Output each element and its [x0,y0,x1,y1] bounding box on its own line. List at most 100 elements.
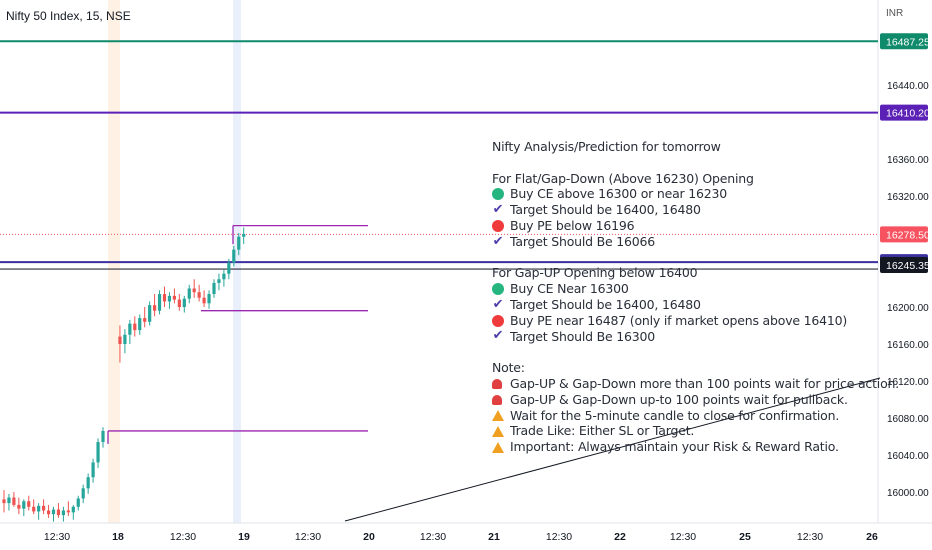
note-item: Buy PE near 16487 (only if market opens … [492,313,872,329]
note-item: ✔ Target Should be 16400, 16480 [492,297,872,313]
candle-body [138,318,142,331]
check-icon: ✔ [492,233,504,249]
flat-gapdown-title: For Flat/Gap-Down (Above 16230) Opening [492,170,754,186]
trend-line[interactable] [344,377,881,522]
green-circle-icon [492,283,504,296]
check-icon: ✔ [492,202,504,218]
candle-body [27,501,31,507]
candle-body [232,249,236,263]
warning-icon [492,441,504,453]
candle-body [123,334,127,344]
candle-body [76,498,80,507]
candle-body [182,298,186,307]
time-tick-label: 12:30 [797,531,823,543]
note-item-text: Target Should Be 16300 [510,328,656,344]
currency-label: INR [886,8,904,19]
analysis-note[interactable]: Nifty Analysis/Prediction for tomorrow F… [492,139,899,455]
note-item-text: Gap-UP & Gap-Down up-to 100 points wait … [510,391,848,407]
candle-body [12,497,16,505]
price-badge [880,104,928,121]
price-tick-label: 16080.00 [887,414,929,425]
chart-title: Nifty 50 Index, 15, NSE [6,9,131,23]
candle-body [187,288,191,299]
price-badge-label: 16245.35 [886,260,930,272]
price-tick-label: 16160.00 [887,340,929,351]
note-item-text: Buy PE below 16196 [510,217,635,233]
candle-body [177,299,181,307]
note-item-text: Target Should be 16400, 16480 [510,202,701,218]
candle-body [202,297,206,304]
bell-icon [492,394,502,405]
candle-body [197,292,201,298]
candle-body [71,506,75,513]
red-circle-icon [492,219,504,232]
candle-body [212,282,216,295]
note-item-text: Gap-UP & Gap-Down more than 100 points w… [510,375,900,391]
candle-body [32,506,36,512]
candle-body [143,318,147,322]
candle-body [51,509,56,515]
note-item-text: Trade Like: Either SL or Target. [510,423,695,439]
note-item: Buy CE above 16300 or near 16230 [492,186,872,202]
time-tick-label: 12:30 [670,531,696,543]
time-tick-label: 12:30 [44,531,70,543]
symbol-label: Nifty 50 Index, 15, NSE [6,9,131,23]
note-item: ✔ Target Should Be 16300 [492,329,872,345]
bell-icon [492,378,502,389]
price-tick-label: 16440.00 [887,81,929,92]
note-item: ✔ Target Should Be 16066 [492,234,872,250]
note-item-text: Target Should be 16400, 16480 [510,296,701,312]
candle-body [148,305,152,322]
red-circle-icon [492,314,504,327]
note-item-text: Buy PE near 16487 (only if market opens … [510,312,848,328]
note-item: Trade Like: Either SL or Target. [492,423,872,439]
time-tick-label: 12:30 [420,531,446,543]
candle-body [167,295,172,302]
candle-body [101,430,105,443]
price-tick-label: 16040.00 [887,451,929,462]
candle-body [7,497,11,504]
candle-body [133,323,137,331]
price-badge-label: 16410.20 [886,108,930,120]
note-item: Wait for the 5-minute candle to close fo… [492,408,872,424]
gapup-title: For Gap-UP Opening below 16400 [492,265,698,281]
note-item: ✔ Target Should be 16400, 16480 [492,202,872,218]
price-tick-label: 16360.00 [887,155,929,166]
check-icon: ✔ [492,296,504,312]
candle-body [162,294,167,302]
candle-body [192,288,196,293]
note-item-text: Important: Always maintain your Risk & R… [510,439,839,455]
time-tick-label: 12:30 [546,531,572,543]
candle-body [227,262,231,274]
candle-body [128,323,132,335]
warning-icon [492,409,504,421]
check-icon: ✔ [492,328,504,344]
candle-body [242,233,246,237]
candle-body [237,236,241,250]
time-tick-label: 21 [488,531,500,543]
candle-body [61,510,65,516]
candle-body [66,510,70,513]
time-tick-label: 22 [614,531,626,543]
note-item-text: Buy CE Near 16300 [510,281,629,297]
note-item-text: Wait for the 5-minute candle to close fo… [510,407,840,423]
note-item-text: Target Should Be 16066 [510,233,656,249]
candle-body [86,477,90,489]
price-badge [880,226,928,243]
note-item: Important: Always maintain your Risk & R… [492,439,872,455]
candle-body [2,499,6,504]
time-tick-label: 26 [866,531,878,543]
price-badge [880,33,928,50]
time-tick-label: 20 [363,531,375,543]
note-item: Gap-UP & Gap-Down up-to 100 points wait … [492,392,872,408]
candle-body [217,279,221,283]
candle-body [37,505,41,512]
candle-body [22,501,26,509]
note-heading: Nifty Analysis/Prediction for tomorrow [492,139,721,154]
time-tick-label: 12:30 [295,531,321,543]
time-tick-label: 18 [112,531,124,543]
candle-body [222,273,226,280]
time-tick-label: 12:30 [170,531,196,543]
green-circle-icon [492,188,504,201]
